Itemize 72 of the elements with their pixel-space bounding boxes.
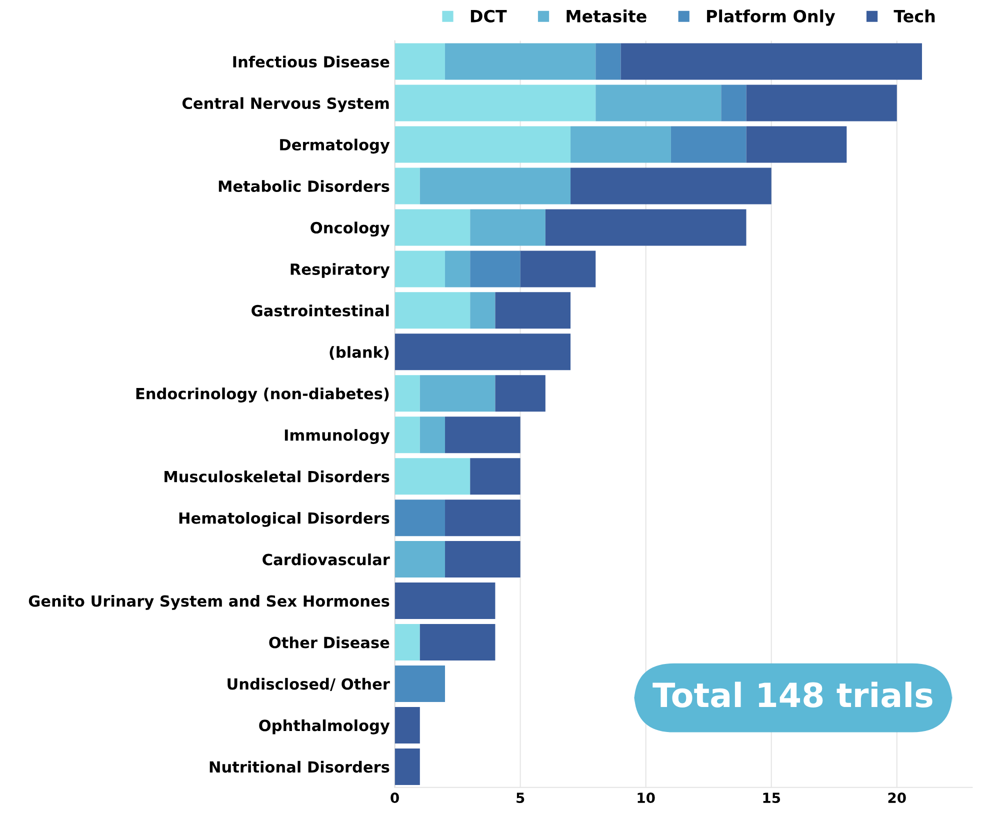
y-tick-label: Immunology xyxy=(284,429,390,444)
bar xyxy=(470,292,496,329)
bar xyxy=(394,209,470,246)
bar xyxy=(670,126,746,163)
bar xyxy=(445,500,520,536)
bar xyxy=(394,665,446,702)
y-tick-label: Respiratory xyxy=(290,263,390,278)
bar xyxy=(545,209,746,246)
bar xyxy=(394,126,571,163)
bar xyxy=(596,84,722,122)
bar xyxy=(445,541,520,578)
y-tick-label: Genito Urinary System and Sex Hormones xyxy=(28,594,390,610)
y-tick-label: Central Nervous System xyxy=(182,97,389,112)
bar xyxy=(445,43,596,80)
bar xyxy=(394,416,420,454)
bar xyxy=(721,84,746,122)
y-tick-label: (blank) xyxy=(330,346,389,360)
x-tick-label: 0 xyxy=(390,792,399,804)
bar xyxy=(394,458,470,495)
bar xyxy=(394,748,420,785)
bar xyxy=(495,375,546,412)
y-tick-label: Other Disease xyxy=(269,636,390,648)
bar xyxy=(394,250,446,288)
legend-label: DCT xyxy=(470,10,507,22)
legend-label: Metasite xyxy=(566,10,646,22)
x-tick-label: 5 xyxy=(516,792,524,804)
legend-label: Platform Only xyxy=(707,10,836,26)
x-tick-label: 10 xyxy=(638,792,655,804)
bar xyxy=(420,168,571,204)
bar xyxy=(420,375,496,412)
bar xyxy=(445,416,520,454)
bar xyxy=(394,334,571,370)
bar xyxy=(394,500,446,536)
x-tick-label: 15 xyxy=(763,792,780,804)
bar xyxy=(596,43,621,80)
y-tick-label: Cardiovascular xyxy=(262,553,390,566)
bar xyxy=(570,126,671,163)
bar xyxy=(746,84,897,122)
bar xyxy=(394,375,420,412)
bar xyxy=(470,209,546,246)
bar xyxy=(394,541,446,578)
legend-label: Tech xyxy=(894,10,935,22)
bar xyxy=(394,168,420,204)
y-tick-label: Dermatology xyxy=(280,138,390,154)
bar xyxy=(620,43,922,80)
y-tick-label: Nutritional Disorders xyxy=(210,760,390,773)
bar xyxy=(394,624,420,661)
bar xyxy=(746,126,847,163)
y-tick-label: Infectious Disease xyxy=(233,56,390,68)
y-tick-label: Metabolic Disorders xyxy=(218,180,390,192)
y-tick-label: Ophthalmology xyxy=(259,719,390,734)
bar xyxy=(394,582,496,620)
bar xyxy=(495,292,571,329)
bar xyxy=(520,250,596,288)
y-tick-label: Gastrointestinal xyxy=(252,304,389,316)
bar xyxy=(394,292,470,329)
bar xyxy=(420,624,496,661)
bar xyxy=(470,458,520,495)
y-tick-label: Musculoskeletal Disorders xyxy=(164,470,390,482)
bar xyxy=(420,416,446,454)
bar xyxy=(570,168,772,204)
bar xyxy=(394,84,596,122)
bar xyxy=(394,43,446,80)
y-tick-label: Oncology xyxy=(310,222,390,237)
annotation: Total 148 trials xyxy=(652,682,932,708)
x-tick-label: 20 xyxy=(888,792,906,804)
bar xyxy=(394,706,420,744)
bar xyxy=(470,250,520,288)
y-tick-label: Endocrinology (non-diabetes) xyxy=(136,388,389,402)
bar xyxy=(445,250,470,288)
y-tick-label: Hematological Disorders xyxy=(179,512,390,527)
y-tick-label: Undisclosed/ Other xyxy=(228,678,390,691)
